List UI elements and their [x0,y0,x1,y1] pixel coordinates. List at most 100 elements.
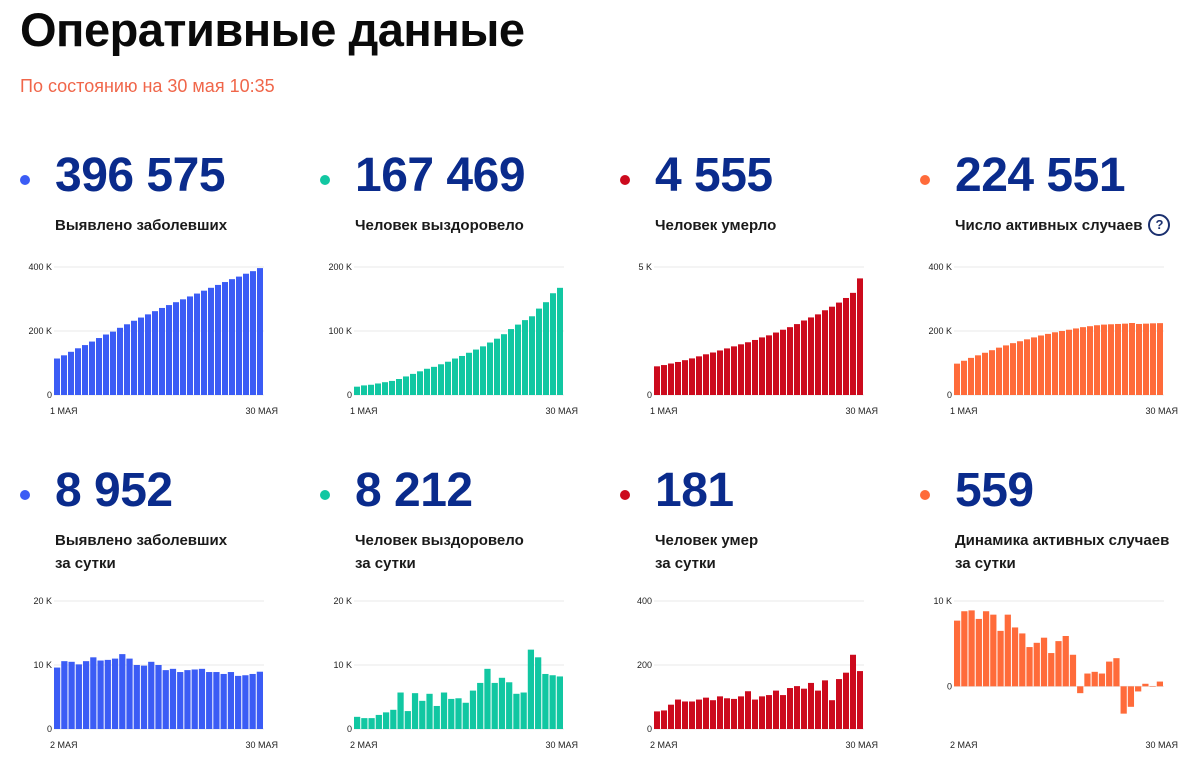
bar [1011,627,1019,687]
bar [843,297,849,395]
bar [82,661,90,729]
bar [368,718,375,729]
bar [1048,653,1055,687]
bar [996,347,1002,395]
bar [361,718,368,729]
bar [215,284,221,395]
bar [752,699,758,729]
stat-label: Человек умерло [655,214,776,237]
bar [501,334,507,395]
bar [654,711,660,729]
bar-chart: 0 10 K 20 K 2 МАЯ 30 МАЯ [33,596,278,750]
bar [513,693,520,729]
bar [717,350,723,395]
bar [111,658,119,729]
bar [90,657,97,729]
bar [738,696,744,729]
bar [1127,686,1135,707]
bar [250,271,256,395]
bar [382,382,388,395]
bar [404,711,411,729]
legend-dot [320,490,330,500]
bar [808,682,814,729]
bar [426,693,433,729]
bar [440,692,448,729]
bar [227,672,235,729]
x-tick-label-end: 30 МАЯ [1145,406,1178,416]
stat-label: Число активных случаев? [955,214,1171,237]
bar [766,695,772,729]
x-tick-label-start: 2 МАЯ [650,740,678,750]
bar [731,346,737,395]
stat-label-line1: Человек выздоровело [355,532,524,549]
x-tick-label-end: 30 МАЯ [545,406,578,416]
y-tick-label: 0 [47,724,52,734]
bar [668,704,674,729]
bar [140,665,148,729]
bar [1129,323,1135,395]
help-icon[interactable]: ? [1148,214,1171,236]
bar [542,673,549,729]
stat-value: 167 469 [355,149,526,202]
bar [515,324,521,395]
bar [556,676,563,729]
bar [1150,323,1156,395]
bar [198,668,206,729]
bar-chart: 0 100 K 200 K 1 МАЯ 30 МАЯ [328,262,578,416]
bar [466,352,472,395]
bar [1073,328,1079,395]
bar-chart: 0 200 K 400 K 1 МАЯ 30 МАЯ [928,262,1178,416]
bar [836,302,842,395]
bar [801,320,807,395]
bar [469,690,477,729]
x-tick-label-start: 2 МАЯ [950,740,978,750]
bar [829,700,835,729]
bar [68,661,75,729]
bar [145,314,151,395]
bar-chart: 0 5 K 1 МАЯ 30 МАЯ [638,262,878,416]
bar [169,668,177,729]
bar [808,317,814,395]
stat-value: 8 952 [55,464,173,517]
bar [1010,343,1016,395]
bar [773,690,779,729]
bar [455,698,462,729]
bar [419,700,426,729]
bar [822,310,828,395]
bar [257,268,263,395]
bar [361,385,367,395]
bar [431,366,437,395]
legend-dot [20,175,30,185]
bar [1052,332,1058,395]
bar [961,360,967,395]
y-tick-label: 20 K [33,596,52,606]
x-tick-label-start: 1 МАЯ [950,406,978,416]
y-tick-label: 0 [347,724,352,734]
bar [1059,331,1065,395]
bar [989,350,995,395]
bar [54,358,60,395]
bar [75,348,81,395]
bar [148,661,155,729]
stat-value: 396 575 [55,149,226,202]
bar [1084,673,1091,687]
bar [724,348,730,395]
bar [1098,673,1106,687]
bar [375,383,381,395]
bar [462,702,469,729]
stat-panel: 396 575 Выявлено заболевших [20,150,310,340]
bar [773,332,779,395]
bar [682,360,688,395]
stat-label-line2: за сутки [55,555,116,572]
bar [177,672,184,729]
bar [1062,635,1069,687]
bar [745,691,751,729]
bar [815,314,821,395]
x-tick-label-start: 1 МАЯ [650,406,678,416]
stat-label: Выявлено заболевших [55,214,227,237]
bar [242,675,249,729]
y-tick-label: 20 K [333,596,352,606]
bar [110,331,116,395]
bar [857,671,863,729]
legend-dot [20,490,30,500]
